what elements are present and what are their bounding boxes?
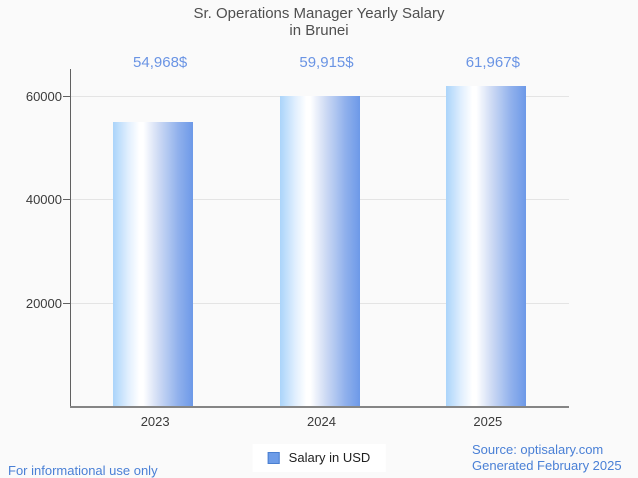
disclaimer-text: For informational use only — [8, 463, 158, 478]
chart-title: Sr. Operations Manager Yearly Salary in … — [0, 5, 638, 39]
y-axis-label: 60000 — [25, 89, 62, 104]
y-axis-tick — [63, 199, 70, 201]
y-axis-tick — [63, 302, 70, 304]
bar-value-label: 59,915$ — [299, 54, 354, 71]
x-axis-label: 2024 — [307, 414, 336, 429]
y-axis-tick — [63, 96, 70, 97]
legend-label: Salary in USD — [288, 450, 371, 465]
bar-2023 — [113, 121, 194, 406]
x-axis-label: 2025 — [473, 414, 503, 429]
chart-title-line1: Sr. Operations Manager Yearly Salary — [193, 5, 445, 22]
chart-title-line2: in Brunei — [289, 22, 349, 39]
bar-2024 — [279, 96, 360, 406]
generated-text: Generated February 2025 — [472, 458, 622, 473]
legend-marker-swatch — [267, 451, 280, 464]
plot-area: 20000 40000 60000 54,968$ 2023 59,915$ 2024 61,… — [25, 54, 569, 429]
bar-value-label: 54,968$ — [133, 54, 188, 71]
bar-value-label: 61,967$ — [465, 54, 520, 71]
source-text: Source: optisalary.com — [472, 442, 604, 457]
y-axis-line — [70, 69, 71, 408]
x-axis-line — [70, 406, 569, 408]
y-axis-label: 40000 — [25, 192, 62, 208]
source-block: Source: optisalary.com Generated Februar… — [472, 442, 622, 474]
y-axis-label: 20000 — [25, 295, 62, 311]
legend: Salary in USD — [252, 444, 386, 472]
x-axis-label: 2023 — [140, 414, 170, 429]
bar-2025 — [445, 85, 526, 406]
